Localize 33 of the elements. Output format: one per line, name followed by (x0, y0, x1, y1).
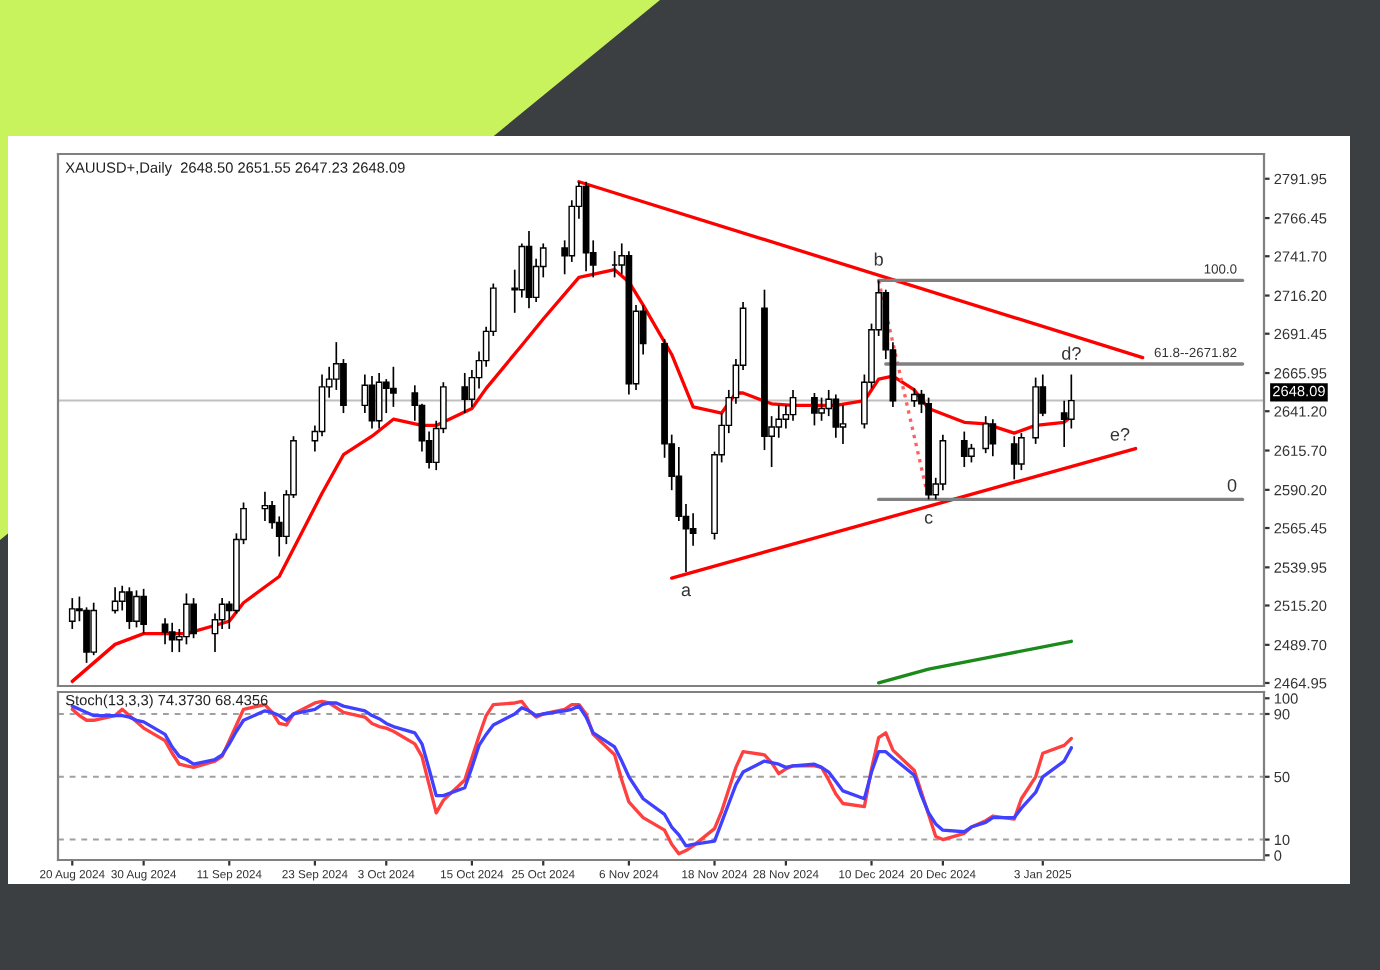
candlestick (982, 415, 990, 454)
line-series (876, 639, 1073, 685)
candlestick (818, 396, 825, 422)
candlestick (390, 365, 397, 408)
candlestick (1060, 399, 1068, 448)
candlestick (111, 586, 119, 615)
candlestick (161, 617, 169, 646)
annotation: a (681, 586, 691, 597)
candlestick (190, 597, 197, 640)
annotation: d? (1062, 346, 1081, 360)
candlestick (1010, 435, 1018, 481)
candlestick (68, 597, 76, 630)
annotation: c (924, 513, 933, 524)
candlestick (133, 589, 140, 629)
annotation: 0 (1227, 478, 1237, 492)
candlestick (811, 392, 818, 427)
candlestick (125, 586, 133, 630)
candlestick (832, 393, 840, 439)
candlestick (910, 387, 918, 408)
candlestick (90, 601, 98, 656)
candlestick (839, 404, 847, 445)
candlestick (989, 418, 997, 458)
candlestick (183, 592, 190, 646)
candlestick (968, 443, 975, 464)
candlestick (960, 430, 968, 468)
candlestick (140, 588, 148, 635)
annotation: e? (1110, 428, 1130, 441)
candlestick (361, 373, 369, 414)
candlestick (1018, 432, 1025, 471)
annotation: b (874, 252, 883, 266)
candlestick (461, 372, 469, 414)
candlestick (168, 621, 176, 653)
candlestick (939, 433, 947, 491)
